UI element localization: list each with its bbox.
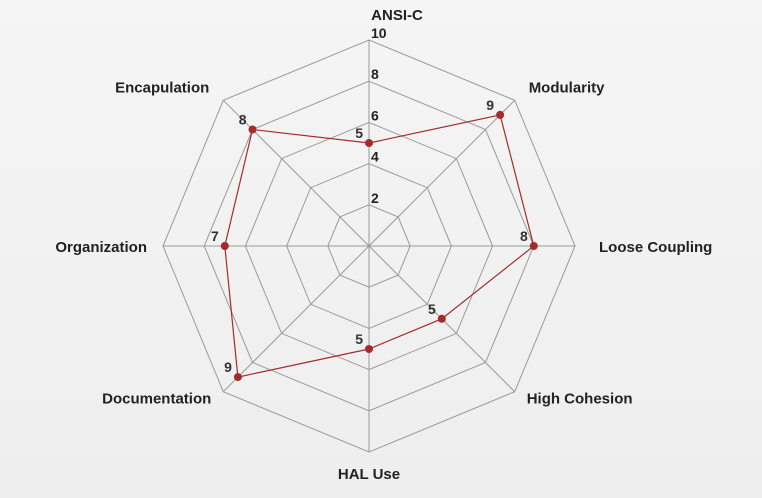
axis-label: ANSI-C (371, 7, 423, 24)
data-point (496, 110, 505, 119)
grid-layer (162, 39, 576, 453)
series-layer: 5 9 8 5 5 9 7 8 (211, 97, 538, 382)
data-point (437, 314, 446, 323)
axis-label: Documentation (102, 391, 211, 408)
data-point (233, 373, 242, 382)
axis-label: Organization (55, 239, 147, 256)
data-point (365, 345, 373, 353)
grid-spoke (222, 245, 370, 393)
data-label: 9 (224, 359, 232, 375)
data-point (220, 242, 229, 250)
data-point (529, 242, 538, 250)
grid-spoke (368, 99, 516, 247)
data-label: 5 (355, 331, 363, 347)
data-label: 5 (355, 125, 363, 141)
data-label: 9 (486, 97, 494, 113)
data-label: 8 (520, 228, 528, 244)
radial-tick-label: 10 (371, 25, 387, 41)
axis-label: Encapulation (115, 79, 209, 96)
axis-label: HAL Use (338, 466, 400, 483)
data-label: 7 (211, 228, 219, 244)
radial-tick-label: 4 (371, 149, 379, 165)
data-label: 5 (428, 301, 436, 317)
data-point (248, 125, 257, 134)
data-label: 8 (239, 112, 247, 128)
radial-tick-label: 6 (371, 107, 379, 123)
axis-label: Loose Coupling (599, 239, 712, 256)
axis-label: High Cohesion (527, 391, 633, 408)
radial-tick-label: 2 (371, 190, 379, 206)
grid-spoke (222, 99, 370, 247)
axis-label: Modularity (529, 79, 605, 96)
radial-tick-label: 8 (371, 66, 379, 82)
data-point (365, 139, 373, 147)
